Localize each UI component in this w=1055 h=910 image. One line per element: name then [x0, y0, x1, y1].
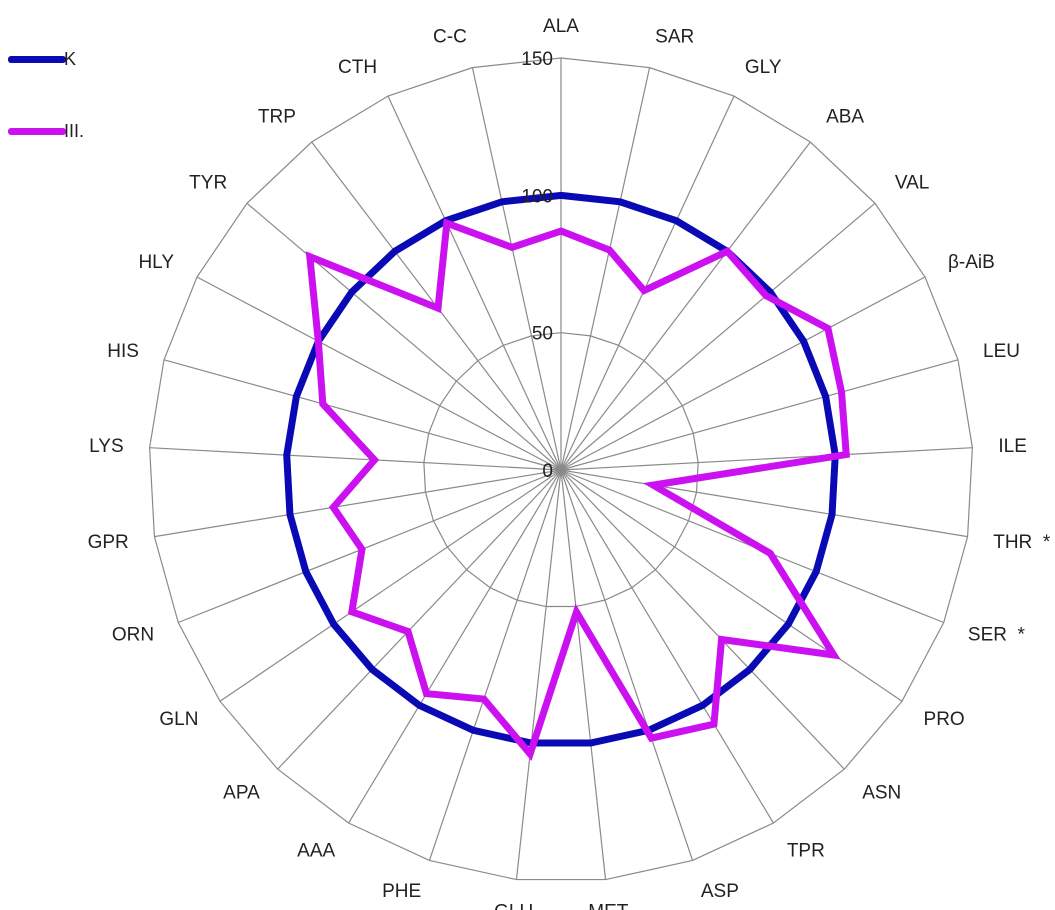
legend-label-k: K: [64, 48, 77, 69]
grid-spoke: [560, 469, 694, 861]
legend-item-k: K: [8, 44, 84, 74]
legend: K III.: [8, 44, 84, 188]
category-label: ASP: [701, 881, 739, 902]
category-label: SAR: [655, 26, 694, 47]
category-label: ASN: [862, 782, 901, 803]
category-label: LYS: [89, 436, 124, 457]
category-label: LEU: [983, 341, 1020, 362]
legend-label-iii: III.: [64, 120, 85, 141]
grid-spoke: [149, 447, 562, 471]
grid-ring-50: [423, 332, 699, 608]
radar-series: [283, 191, 850, 762]
radial-tick-label: 150: [521, 49, 553, 70]
category-label: TPR: [787, 840, 825, 861]
category-label: GLN: [159, 709, 198, 730]
grid-spoke: [154, 469, 562, 538]
category-label: AAA: [297, 840, 335, 861]
grid-spoke: [515, 469, 562, 880]
category-label: APA: [223, 782, 260, 803]
category-label: HIS: [107, 341, 139, 362]
category-label: TYR: [189, 173, 227, 194]
legend-item-iii: III.: [8, 116, 84, 146]
category-label: CTH: [338, 57, 377, 78]
grid-spoke: [560, 469, 845, 770]
grid-spoke: [560, 469, 774, 824]
grid-spoke: [560, 469, 968, 538]
grid-spoke: [387, 95, 562, 471]
grid-ring-150: [149, 57, 973, 881]
grid-spoke: [196, 276, 562, 471]
grid-spoke: [560, 359, 959, 471]
legend-swatch-k: [8, 55, 66, 63]
radial-tick-label: 0: [542, 461, 553, 482]
category-label: MET: [588, 901, 629, 910]
grid-spoke: [428, 469, 562, 861]
category-label: PRO: [924, 709, 965, 730]
grid-spoke: [560, 141, 811, 471]
category-label: ORN: [112, 624, 154, 645]
legend-swatch-iii: [8, 127, 66, 135]
series-line-k: [283, 191, 839, 747]
grid-spoke: [560, 202, 876, 471]
radar-grid: [149, 57, 973, 881]
category-label: ALA: [543, 16, 579, 37]
radial-tick-label: 50: [532, 324, 553, 345]
grid-spoke: [560, 447, 973, 471]
category-label: C-C: [433, 26, 467, 47]
category-label: VAL: [895, 173, 930, 194]
category-label: GLU: [494, 901, 533, 910]
grid-spoke: [560, 469, 903, 702]
category-label: β-AiB: [948, 252, 995, 273]
series-line-iii: [305, 218, 850, 762]
grid-spoke: [560, 95, 735, 471]
category-label: HLY: [138, 252, 174, 273]
grid-spoke: [163, 359, 562, 471]
grid-spoke: [560, 276, 926, 471]
radial-tick-label: 100: [521, 186, 553, 207]
category-label: SER *: [968, 624, 1026, 645]
grid-spoke: [560, 67, 651, 471]
grid-spoke: [246, 202, 562, 471]
category-label: THR *: [993, 532, 1051, 553]
grid-spoke: [219, 469, 562, 702]
grid-spoke: [560, 469, 607, 880]
grid-spoke: [348, 469, 562, 824]
radial-tick-labels: 0 50 100 150: [521, 49, 553, 482]
grid-spoke: [471, 67, 562, 471]
category-label: GLY: [745, 57, 782, 78]
category-label: ILE: [998, 436, 1027, 457]
grid-spoke: [277, 469, 562, 770]
category-label: PHE: [382, 881, 421, 902]
category-labels: ALA SAR GLY ABA VAL β-AiB LEU ILE THR * SER * PRO A…: [88, 16, 1051, 910]
category-label: TRP: [258, 107, 296, 128]
category-label: GPR: [88, 532, 129, 553]
grid-spoke: [178, 469, 562, 624]
category-label: ABA: [826, 107, 864, 128]
